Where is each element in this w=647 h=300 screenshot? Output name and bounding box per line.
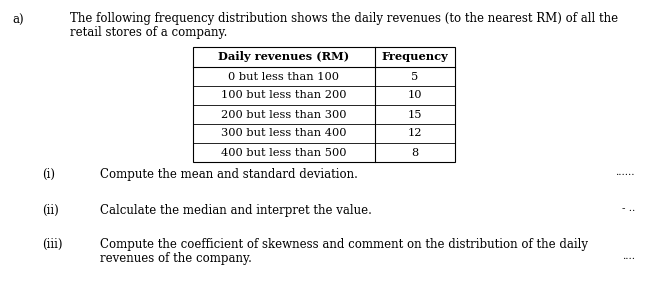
Text: 400 but less than 500: 400 but less than 500: [221, 148, 347, 158]
Bar: [193, 47, 455, 162]
Text: 15: 15: [408, 110, 422, 119]
Text: - ..: - ..: [622, 204, 635, 213]
Text: (ii): (ii): [42, 204, 59, 217]
Text: 300 but less than 400: 300 but less than 400: [221, 128, 347, 139]
Text: 5: 5: [411, 71, 419, 82]
Text: 0 but less than 100: 0 but less than 100: [228, 71, 340, 82]
Text: revenues of the company.: revenues of the company.: [100, 252, 252, 265]
Text: 8: 8: [411, 148, 419, 158]
Text: Compute the mean and standard deviation.: Compute the mean and standard deviation.: [100, 168, 358, 181]
Text: ....: ....: [622, 252, 635, 261]
Text: (i): (i): [42, 168, 55, 181]
Text: Frequency: Frequency: [382, 52, 448, 62]
Text: ......: ......: [615, 168, 635, 177]
Text: The following frequency distribution shows the daily revenues (to the nearest RM: The following frequency distribution sho…: [70, 12, 618, 25]
Text: a): a): [12, 14, 24, 27]
Text: retail stores of a company.: retail stores of a company.: [70, 26, 227, 39]
Text: Calculate the median and interpret the value.: Calculate the median and interpret the v…: [100, 204, 372, 217]
Text: 100 but less than 200: 100 but less than 200: [221, 91, 347, 100]
Text: 10: 10: [408, 91, 422, 100]
Text: Compute the coefficient of skewness and comment on the distribution of the daily: Compute the coefficient of skewness and …: [100, 238, 588, 251]
Text: Daily revenues (RM): Daily revenues (RM): [219, 52, 349, 62]
Text: (iii): (iii): [42, 238, 63, 251]
Text: 12: 12: [408, 128, 422, 139]
Text: 200 but less than 300: 200 but less than 300: [221, 110, 347, 119]
